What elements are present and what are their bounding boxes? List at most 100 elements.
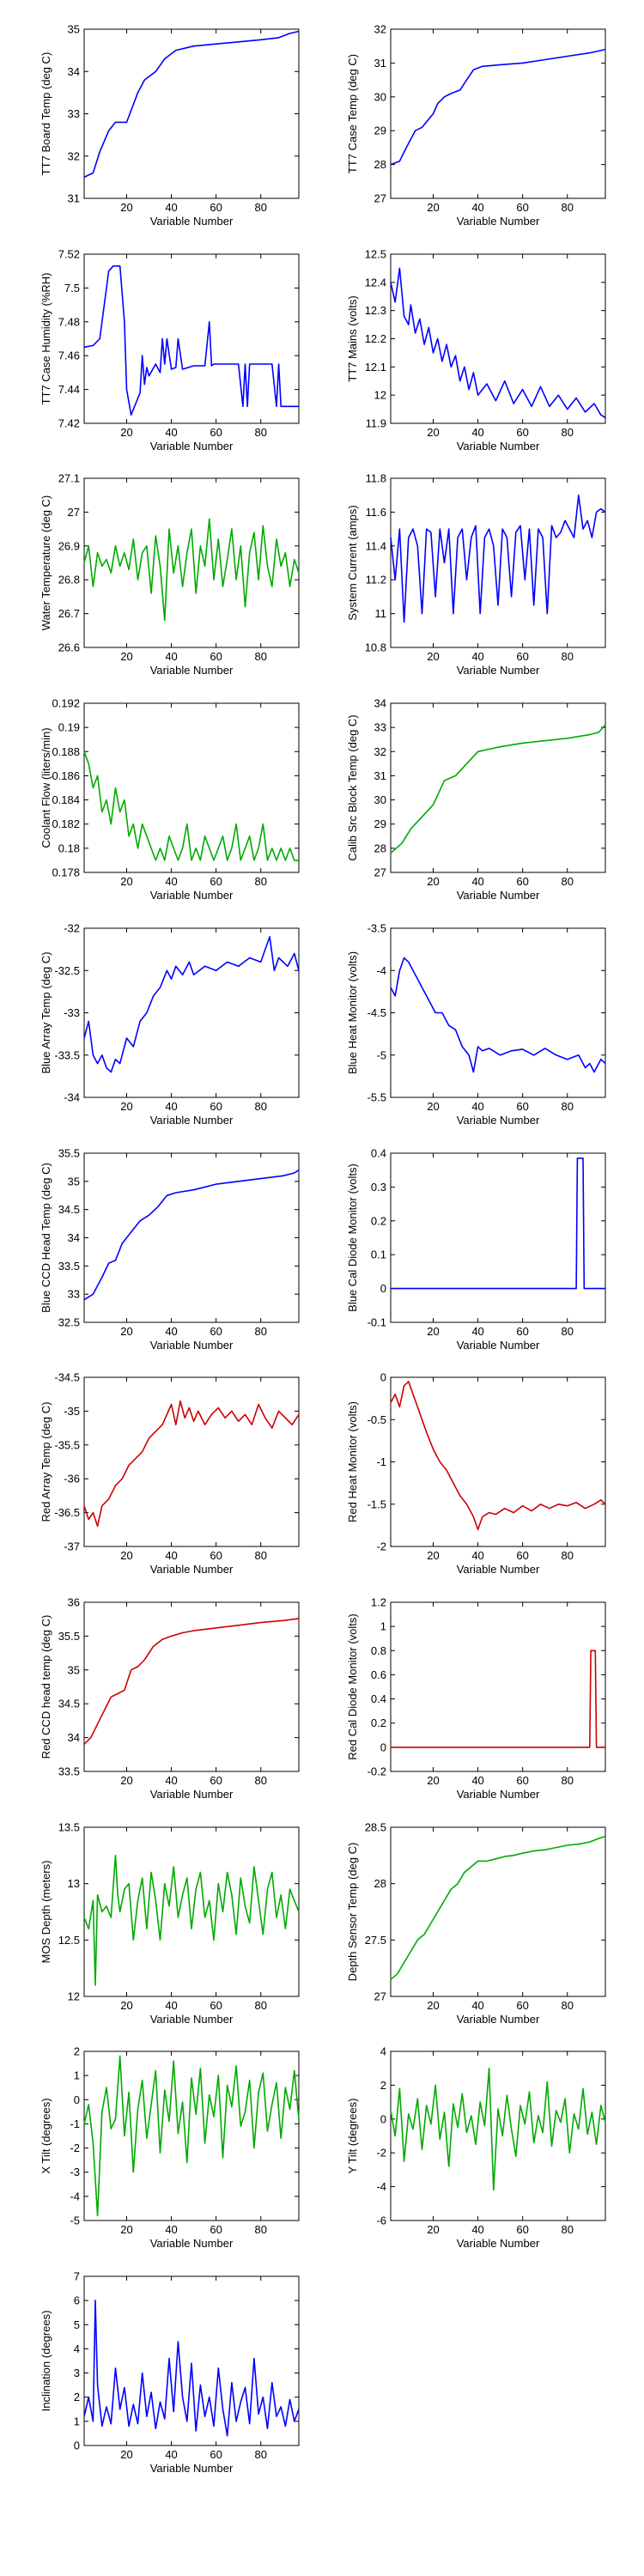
x-tick-label: 80 — [254, 1325, 266, 1338]
y-axis-label: MOS Depth (meters) — [39, 1861, 52, 1964]
x-tick-label: 20 — [120, 875, 132, 888]
x-tick-label: 40 — [165, 2448, 177, 2461]
x-tick-label: 20 — [120, 1549, 132, 1562]
y-tick-label: 0.188 — [52, 745, 80, 758]
y-tick-label: 33.5 — [58, 1765, 80, 1778]
x-tick-label: 60 — [516, 1549, 528, 1562]
subplot-19: 20 40 60 80 -5 -4 -3 -2 -1 0 1 2 Variable Number X Ti… — [39, 2045, 300, 2250]
y-tick-label: 7.44 — [58, 383, 80, 396]
series-line — [83, 2055, 300, 2217]
y-axis-label: Coolant Flow (liters/min) — [39, 727, 52, 848]
y-tick-label: 26.6 — [58, 641, 80, 654]
y-axis-label: Blue CCD Head Temp (deg C) — [39, 1163, 52, 1313]
x-tick-label: 60 — [516, 201, 528, 214]
series-line — [83, 264, 299, 416]
y-tick-label: 2 — [74, 2391, 80, 2403]
series-line — [83, 30, 300, 179]
y-tick-label: 34 — [68, 1731, 80, 1744]
y-tick-label: 0 — [74, 2093, 80, 2106]
y-axis-label: Red Heat Monitor (volts) — [346, 1401, 359, 1522]
y-tick-label: -36 — [64, 1473, 80, 1485]
plot-frame — [390, 28, 606, 199]
y-tick-label: 0.6 — [371, 1668, 386, 1681]
subplot-2: 20 40 60 80 27 28 29 30 31 32 Variable Number TT7 C… — [346, 23, 606, 228]
y-tick-label: 7 — [74, 2270, 80, 2283]
subplot-13: 20 40 60 80 -37 -36.5 -36 -35.5 -35 -34.5 Variable… — [39, 1371, 300, 1576]
x-tick-label: 60 — [516, 650, 528, 663]
series-line — [390, 1835, 606, 1980]
x-tick-label: 20 — [120, 1999, 132, 2012]
y-tick-label: 0.178 — [52, 866, 80, 879]
y-tick-label: 7.52 — [58, 248, 80, 261]
y-tick-label: 35.5 — [58, 1147, 80, 1160]
x-tick-label: 20 — [120, 201, 132, 214]
series-line — [390, 494, 606, 623]
x-axis-label: Variable Number — [457, 2237, 540, 2250]
series-line — [83, 1400, 300, 1528]
subplot-3: 20 40 60 80 7.42 7.44 7.46 7.48 7.5 7.52 Variable … — [39, 248, 300, 453]
x-tick-label: 60 — [210, 1549, 222, 1562]
plot-frame — [83, 1152, 300, 1323]
y-tick-label: 31 — [68, 192, 80, 205]
x-tick-label: 20 — [120, 650, 132, 663]
y-tick-label: 32 — [374, 745, 386, 758]
x-tick-label: 60 — [210, 2448, 222, 2461]
x-tick-label: 60 — [516, 426, 528, 439]
plot-frame — [83, 1601, 300, 1772]
y-tick-label: 1.2 — [371, 1596, 386, 1609]
y-tick-label: 13.5 — [58, 1821, 80, 1834]
plot-frame — [83, 2050, 300, 2221]
y-tick-label: 26.9 — [58, 539, 80, 552]
y-tick-label: 29 — [374, 817, 386, 830]
x-tick-label: 80 — [561, 201, 573, 214]
y-tick-label: 26.7 — [58, 607, 80, 620]
y-tick-label: -4 — [376, 2180, 386, 2193]
y-tick-label: 35.5 — [58, 1630, 80, 1643]
subplot-15: 20 40 60 80 33.5 34 34.5 35 35.5 36 Variable Numbe… — [39, 1596, 300, 1801]
y-tick-label: 0.1 — [371, 1249, 386, 1261]
y-tick-label: -35.5 — [54, 1438, 80, 1451]
y-tick-label: 11.2 — [366, 574, 386, 586]
series-line — [83, 936, 300, 1073]
x-tick-label: 60 — [210, 1999, 222, 2012]
x-tick-label: 60 — [210, 2223, 222, 2236]
x-axis-label: Variable Number — [150, 2462, 234, 2475]
x-tick-label: 60 — [210, 1100, 222, 1113]
plot-frame — [83, 477, 300, 648]
x-tick-label: 60 — [210, 875, 222, 888]
subplot-6: 20 40 60 80 10.8 11 11.2 11.4 11.6 11.8 Variable N… — [346, 472, 606, 677]
y-tick-label: 3 — [74, 2366, 80, 2379]
subplot-1: 20 40 60 80 31 32 33 34 35 Variable Number TT7 Boa… — [39, 23, 300, 228]
y-tick-label: 28 — [374, 841, 386, 854]
x-tick-label: 40 — [165, 650, 177, 663]
x-tick-label: 40 — [471, 201, 483, 214]
y-axis-label: Water Temperature (deg C) — [39, 495, 52, 631]
y-axis-label: Depth Sensor Temp (deg C) — [346, 1843, 359, 1982]
x-tick-label: 60 — [516, 875, 528, 888]
x-tick-label: 80 — [254, 426, 266, 439]
y-tick-label: 28 — [374, 1877, 386, 1890]
y-tick-label: 0.4 — [371, 1147, 386, 1160]
subplot-11: 20 40 60 80 32.5 33 33.5 34 34.5 35 35.5 Variable N… — [39, 1147, 300, 1352]
y-tick-label: 1 — [380, 1620, 386, 1633]
y-tick-label: -4 — [70, 2190, 80, 2202]
y-tick-label: 32 — [68, 149, 80, 162]
x-tick-label: 40 — [471, 1999, 483, 2012]
plot-frame — [83, 1826, 300, 1997]
x-tick-label: 20 — [120, 1100, 132, 1113]
plot-frame — [390, 1376, 606, 1547]
x-tick-label: 20 — [427, 1100, 439, 1113]
x-tick-label: 60 — [210, 201, 222, 214]
plot-frame — [390, 2050, 606, 2221]
x-tick-label: 40 — [471, 1325, 483, 1338]
y-tick-label: 35 — [68, 1175, 80, 1188]
x-tick-label: 60 — [516, 1774, 528, 1787]
series-line — [83, 751, 299, 861]
y-axis-label: Blue Heat Monitor (volts) — [346, 951, 359, 1074]
y-axis-label: Calib Src Block Temp (deg C) — [346, 714, 359, 860]
y-tick-label: 0.4 — [371, 1692, 386, 1705]
y-tick-label: 35 — [68, 1663, 80, 1676]
y-tick-label: 4 — [74, 2342, 80, 2355]
y-tick-label: -5 — [376, 1048, 386, 1061]
x-tick-label: 20 — [120, 1325, 132, 1338]
